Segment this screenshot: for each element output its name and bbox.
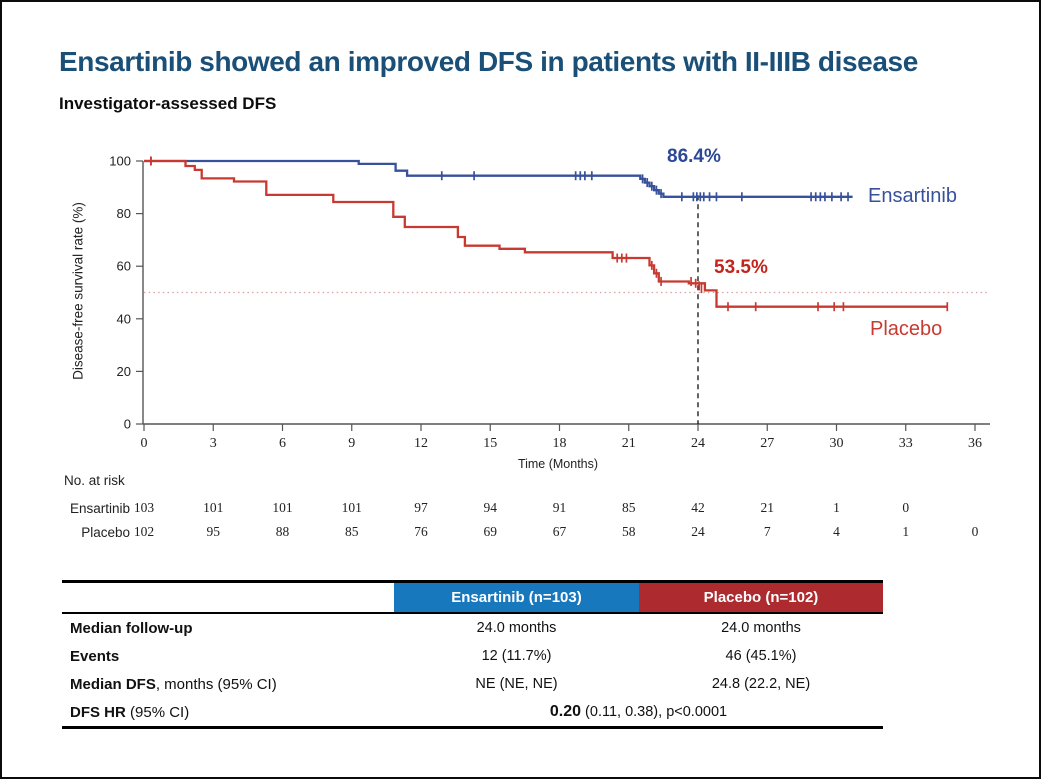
svg-text:100: 100 <box>109 154 131 169</box>
svg-text:102: 102 <box>134 524 154 539</box>
svg-text:0: 0 <box>972 524 979 539</box>
svg-text:95: 95 <box>206 524 220 539</box>
svg-text:15: 15 <box>483 436 497 451</box>
ensartinib-rate-annotation: 86.4% <box>667 146 721 167</box>
svg-text:9: 9 <box>348 436 355 451</box>
row-label-bold: DFS HR <box>70 703 126 721</box>
svg-text:24: 24 <box>691 524 705 539</box>
svg-text:58: 58 <box>622 524 636 539</box>
mediandfs-placebo-value: 24.8 (22.2, NE) <box>711 676 811 692</box>
svg-text:20: 20 <box>117 364 131 379</box>
table-row-dfs-hr: DFS HR (95% CI) 0.20 (0.11, 0.38), p<0.0… <box>62 698 883 726</box>
svg-text:85: 85 <box>622 500 636 515</box>
page-title: Ensartinib showed an improved DFS in pat… <box>59 46 918 77</box>
row-label-bold: Events <box>70 647 120 665</box>
svg-text:3: 3 <box>210 436 217 451</box>
at-risk-row-label-placebo: Placebo <box>81 525 130 540</box>
row-label-bold: Median DFS <box>70 675 156 693</box>
svg-text:7: 7 <box>764 524 771 539</box>
svg-text:27: 27 <box>760 436 774 451</box>
svg-text:18: 18 <box>552 436 566 451</box>
events-ensartinib-value: 12 (11.7%) <box>481 648 552 664</box>
svg-text:80: 80 <box>117 206 131 221</box>
svg-text:21: 21 <box>760 500 774 515</box>
svg-text:101: 101 <box>272 500 292 515</box>
svg-text:76: 76 <box>414 524 428 539</box>
hr-combined-value: 0.20 (0.11, 0.38), p<0.0001 <box>394 703 883 721</box>
row-label-rest: (95% CI) <box>125 703 190 721</box>
at-risk-row-label-ensartinib: Ensartinib <box>69 501 130 516</box>
svg-text:101: 101 <box>342 500 362 515</box>
svg-text:1: 1 <box>902 524 909 539</box>
svg-text:97: 97 <box>414 500 428 515</box>
results-table-header: Ensartinib (n=103) Placebo (n=102) <box>62 583 883 614</box>
svg-text:36: 36 <box>968 436 982 451</box>
svg-text:60: 60 <box>117 259 131 274</box>
row-label-rest: , months (95% CI) <box>155 675 277 693</box>
x-axis-label: Time (Months) <box>517 457 599 471</box>
placebo-rate-annotation: 53.5% <box>714 257 768 278</box>
svg-text:88: 88 <box>276 524 290 539</box>
svg-text:24: 24 <box>691 436 705 451</box>
row-label: Events <box>62 648 394 665</box>
svg-text:4: 4 <box>833 524 840 539</box>
svg-text:33: 33 <box>899 436 913 451</box>
results-table-header-placebo: Placebo (n=102) <box>639 583 883 612</box>
svg-text:101: 101 <box>203 500 223 515</box>
mediandfs-ensartinib-value: NE (NE, NE) <box>475 676 558 692</box>
row-label: Median DFS, months (95% CI) <box>62 676 394 693</box>
svg-text:85: 85 <box>345 524 359 539</box>
table-row-events: Events 12 (11.7%) 46 (45.1%) <box>62 642 883 670</box>
results-table: Ensartinib (n=103) Placebo (n=102) Media… <box>62 580 883 729</box>
events-placebo-value: 46 (45.1%) <box>725 648 797 664</box>
table-row-median-followup: Median follow-up 24.0 months 24.0 months <box>62 614 883 642</box>
svg-text:0: 0 <box>141 436 148 451</box>
svg-text:103: 103 <box>134 500 155 515</box>
placebo-curve-label: Placebo <box>870 318 943 340</box>
svg-text:94: 94 <box>483 500 497 515</box>
followup-placebo-value: 24.0 months <box>721 620 801 636</box>
followup-ensartinib-value: 24.0 months <box>476 620 557 636</box>
hr-value-bold: 0.20 <box>549 703 582 720</box>
svg-text:42: 42 <box>691 500 705 515</box>
svg-text:67: 67 <box>553 524 567 539</box>
chart-subtitle: Investigator-assessed DFS <box>59 94 277 113</box>
svg-text:69: 69 <box>483 524 497 539</box>
svg-text:6: 6 <box>279 436 286 451</box>
ensartinib-curve-label: Ensartinib <box>868 185 957 207</box>
svg-text:0: 0 <box>124 417 131 432</box>
svg-text:0: 0 <box>902 500 909 515</box>
svg-text:21: 21 <box>622 436 636 451</box>
hr-value-rest: (0.11, 0.38), p<0.0001 <box>581 704 728 720</box>
svg-text:91: 91 <box>553 500 567 515</box>
at-risk-title: No. at risk <box>64 473 125 488</box>
table-row-median-dfs: Median DFS, months (95% CI) NE (NE, NE) … <box>62 670 883 698</box>
svg-text:40: 40 <box>117 311 131 326</box>
svg-text:1: 1 <box>833 500 840 515</box>
results-table-header-ensartinib: Ensartinib (n=103) <box>394 583 639 612</box>
y-axis-label: Disease-free survival rate (%) <box>70 202 86 380</box>
row-label: Median follow-up <box>62 620 394 637</box>
row-label: DFS HR (95% CI) <box>62 704 394 721</box>
km-chart: 0 20 40 60 80 100 0 3 6 9 12 15 18 21 24 27 30 33 36 103 101… <box>2 2 1039 562</box>
svg-text:12: 12 <box>414 436 428 451</box>
svg-text:30: 30 <box>829 436 843 451</box>
row-label-bold: Median follow-up <box>70 619 193 637</box>
